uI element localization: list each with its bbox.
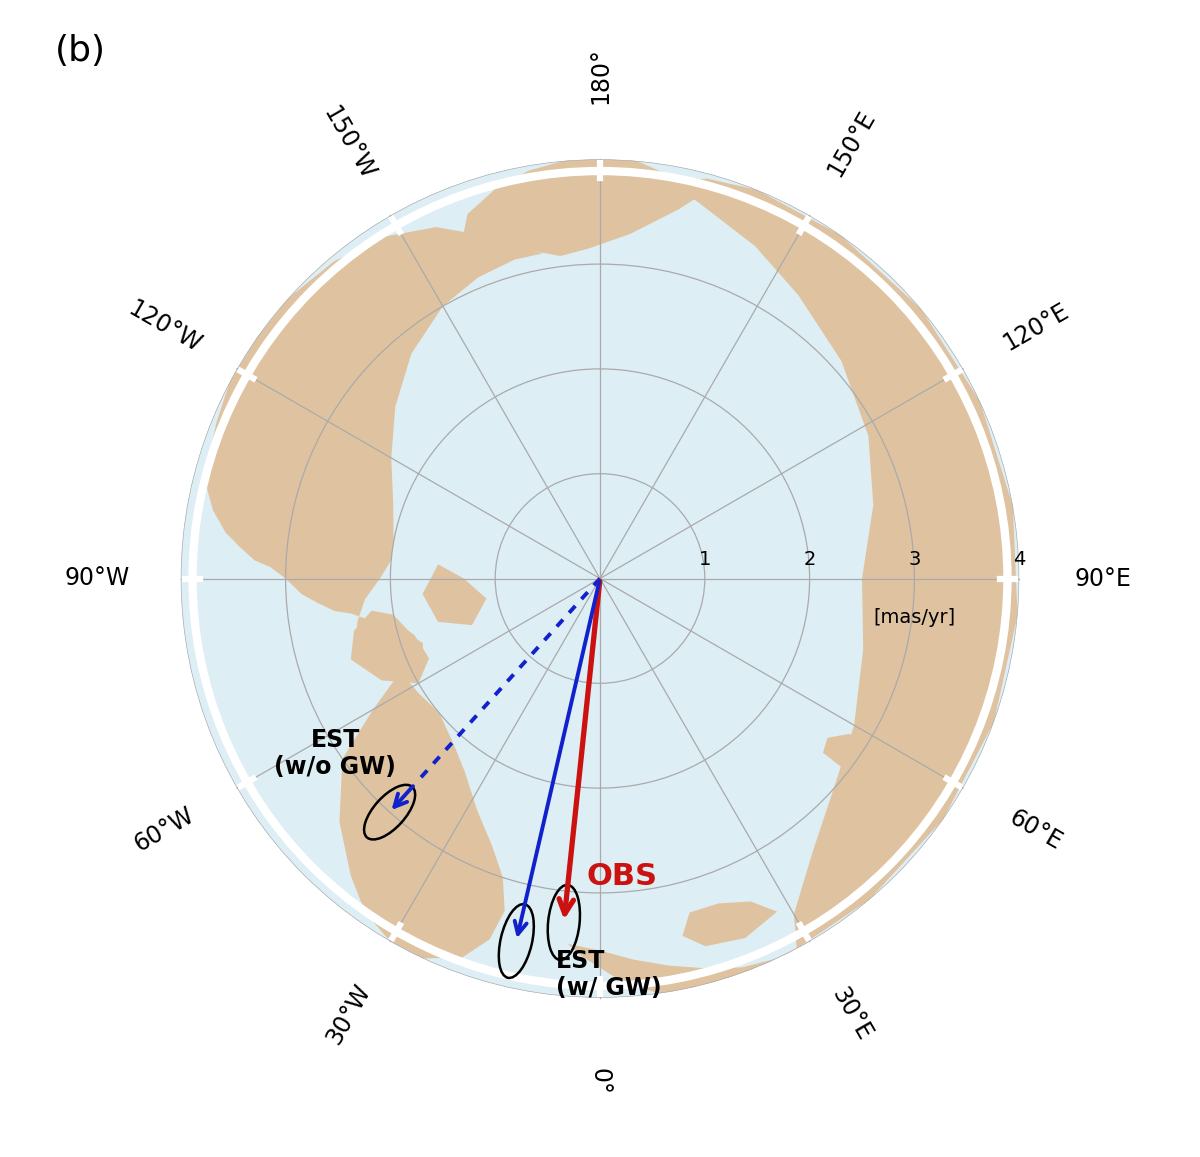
Polygon shape: [206, 227, 542, 673]
Text: 90°E: 90°E: [1075, 567, 1132, 590]
Text: 180°: 180°: [588, 47, 612, 104]
Text: 0°: 0°: [588, 1068, 612, 1095]
Text: 120°W: 120°W: [124, 296, 205, 358]
Text: 60°W: 60°W: [130, 803, 199, 856]
Polygon shape: [350, 611, 430, 684]
Text: EST
(w/ GW): EST (w/ GW): [556, 950, 661, 1001]
Polygon shape: [462, 160, 703, 256]
Polygon shape: [823, 734, 898, 776]
Text: 60°E: 60°E: [1006, 805, 1067, 855]
Polygon shape: [422, 565, 486, 625]
Text: 2: 2: [804, 550, 816, 569]
Polygon shape: [683, 901, 778, 946]
Text: [mas/yr]: [mas/yr]: [874, 607, 955, 627]
Text: 90°W: 90°W: [65, 567, 130, 590]
Text: OBS: OBS: [587, 862, 658, 891]
Text: 150°E: 150°E: [823, 105, 880, 180]
Text: 1: 1: [698, 550, 710, 569]
Polygon shape: [670, 178, 1018, 949]
Text: 30°W: 30°W: [322, 980, 376, 1048]
Text: 4: 4: [1013, 550, 1025, 569]
Text: 3: 3: [908, 550, 920, 569]
Polygon shape: [568, 942, 810, 994]
Text: 120°E: 120°E: [998, 299, 1073, 355]
Text: 150°W: 150°W: [318, 102, 379, 184]
Text: 30°E: 30°E: [827, 983, 876, 1045]
Text: EST
(w/o GW): EST (w/o GW): [274, 728, 396, 779]
Circle shape: [181, 160, 1019, 997]
Polygon shape: [340, 671, 505, 958]
Text: (b): (b): [55, 34, 106, 67]
